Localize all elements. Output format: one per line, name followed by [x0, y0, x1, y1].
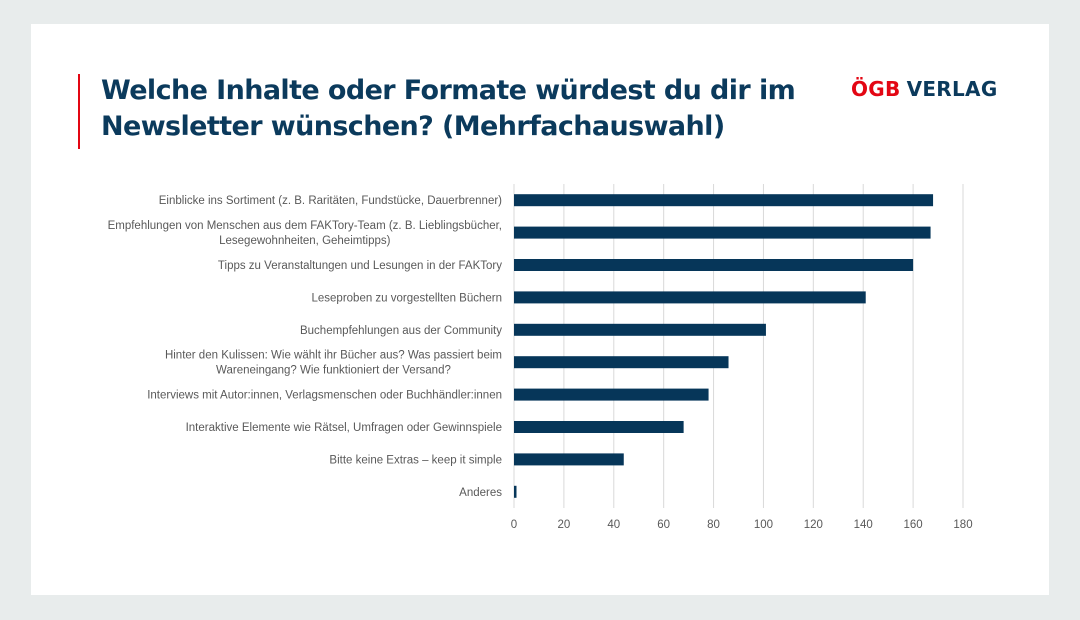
bar — [514, 453, 624, 466]
bar — [514, 194, 934, 207]
x-tick-label: 0 — [511, 519, 517, 531]
x-tick-label: 100 — [754, 519, 773, 531]
oegb-verlag-logo: ÖGB VERLAG — [851, 77, 998, 105]
category-label: Lesegewohnheiten, Geheimtipps) — [219, 235, 391, 247]
slide-card: Welche Inhalte oder Formate würdest du d… — [31, 24, 1049, 595]
logo-verlag-text: VERLAG — [906, 77, 998, 101]
x-tick-label: 20 — [557, 519, 570, 531]
category-label: Wareneingang? Wie funktioniert der Versa… — [216, 365, 451, 377]
category-label: Buchempfehlungen aus der Community — [300, 325, 502, 337]
x-tick-label: 40 — [607, 519, 620, 531]
bar — [514, 485, 517, 498]
bar — [514, 421, 684, 433]
x-tick-label: 160 — [904, 519, 923, 531]
bar — [514, 259, 914, 271]
title-line-2: Newsletter wünschen? (Mehrfachauswahl) — [101, 111, 725, 142]
bar — [514, 226, 931, 239]
x-tick-label: 60 — [657, 519, 670, 531]
category-label: Bitte keine Extras – keep it simple — [329, 454, 502, 466]
x-tick-label: 80 — [707, 519, 720, 531]
page-title: Welche Inhalte oder Formate würdest du d… — [101, 73, 861, 145]
bar — [514, 356, 729, 369]
category-label: Interaktive Elemente wie Rätsel, Umfrage… — [186, 422, 502, 434]
x-axis-ticks: 0 20 40 60 80 100 120 140 160 180 — [511, 519, 973, 531]
logo-oegb-text: ÖGB — [851, 77, 901, 101]
category-label: Tipps zu Veranstaltungen und Lesungen in… — [218, 260, 502, 272]
bar — [514, 388, 709, 401]
bar — [514, 291, 866, 304]
x-tick-label: 180 — [953, 519, 972, 531]
category-label: Interviews mit Autor:innen, Verlagsmensc… — [147, 390, 502, 402]
category-label: Anderes — [459, 487, 502, 499]
bars — [514, 194, 934, 498]
category-label: Leseproben zu vorgestellten Büchern — [311, 292, 502, 304]
x-tick-label: 120 — [804, 519, 823, 531]
category-labels: Einblicke ins Sortiment (z. B. Raritäten… — [108, 195, 503, 499]
category-label: Hinter den Kulissen: Wie wählt ihr Büche… — [165, 350, 502, 362]
category-label: Empfehlungen von Menschen aus dem FAKTor… — [108, 220, 502, 232]
bar — [514, 323, 766, 336]
title-accent-bar — [78, 74, 80, 149]
x-tick-label: 140 — [854, 519, 873, 531]
category-label: Einblicke ins Sortiment (z. B. Raritäten… — [159, 195, 502, 207]
title-line-1: Welche Inhalte oder Formate würdest du d… — [101, 75, 796, 106]
